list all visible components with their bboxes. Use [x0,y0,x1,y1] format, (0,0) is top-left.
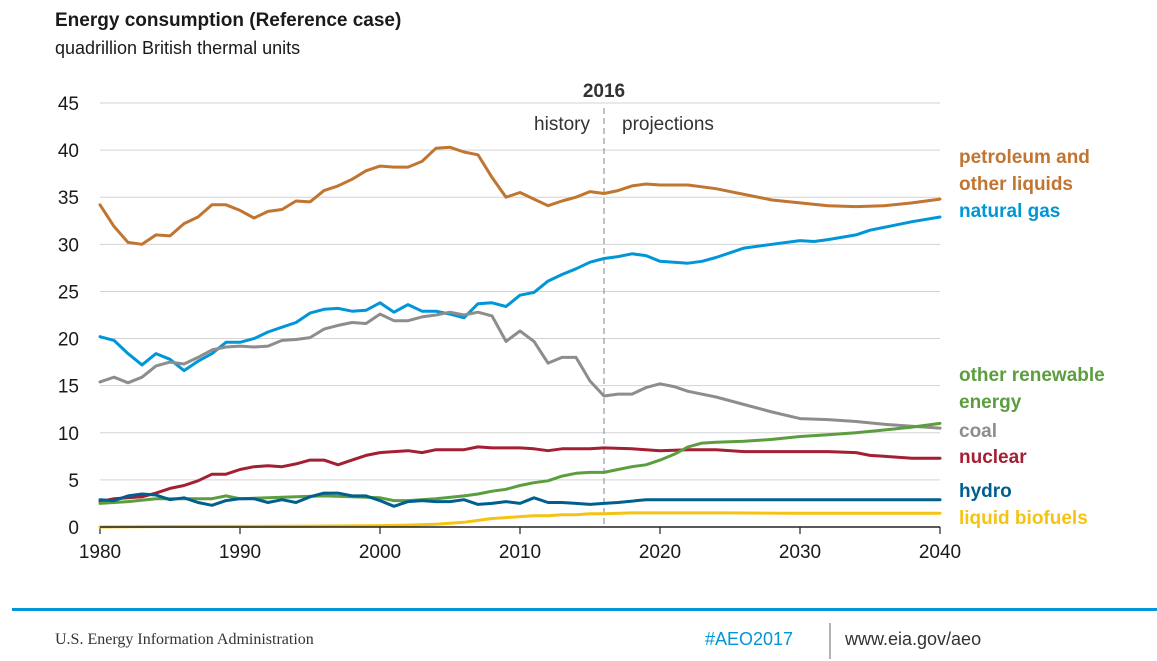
y-tick-label: 25 [58,282,79,303]
chart-subtitle: quadrillion British thermal units [55,38,301,58]
y-tick-label: 5 [68,471,79,492]
series-label: coal [959,421,997,442]
line-chart: 0 5 10 15 20 25 30 35 40 45 1980 1990 2000 2010 2020 2… [58,81,1105,563]
x-tick-label: 2010 [499,542,541,563]
y-axis-ticks: 0 5 10 15 20 25 30 35 40 45 [58,94,79,539]
series-line-coal [98,310,942,430]
x-tick-label: 1990 [219,542,261,563]
series-label: natural gas [959,201,1060,222]
series-labels: petroleum and other liquids natural gas oth… [959,147,1105,529]
series-lines [98,145,942,529]
x-tick-label: 2020 [639,542,681,563]
series-line-natural-gas [98,215,942,373]
y-tick-label: 40 [58,141,79,162]
series-label: nuclear [959,447,1027,468]
series-line-hydro [98,491,942,508]
series-label: other liquids [959,174,1073,195]
series-label: other renewable [959,365,1105,386]
x-tick-label: 2030 [779,542,821,563]
y-tick-label: 0 [68,518,79,539]
footer-url-link[interactable]: www.eia.gov/aeo [845,629,982,649]
footer-rule [12,608,1157,611]
footer-separator [829,623,831,659]
series-label: hydro [959,481,1012,502]
series-line-petroleum-and-other-liquids [98,145,942,246]
y-tick-label: 35 [58,188,79,209]
x-tick-label: 2040 [919,542,961,563]
gridlines [100,102,940,481]
footer-agency: U.S. Energy Information Administration [55,631,314,648]
series-label: liquid biofuels [959,508,1088,529]
series-line-nuclear [98,445,942,504]
x-axis-ticks: 1980 1990 2000 2010 2020 2030 2040 [79,527,961,563]
projections-label: projections [622,114,714,135]
series-line-liquid-biofuels [98,511,942,529]
series-line-other-renewable-energy [98,421,942,505]
series-label: petroleum and [959,147,1090,168]
chart-title: Energy consumption (Reference case) [55,10,402,31]
y-tick-label: 10 [58,424,79,445]
history-label: history [534,114,590,135]
y-tick-label: 30 [58,235,79,256]
x-tick-label: 1980 [79,542,121,563]
footer-hashtag[interactable]: #AEO2017 [705,629,794,649]
divider-year-label: 2016 [583,81,625,102]
x-tick-label: 2000 [359,542,401,563]
y-tick-label: 15 [58,377,79,398]
y-tick-label: 45 [58,94,79,115]
series-label: energy [959,392,1022,413]
y-tick-label: 20 [58,330,79,351]
